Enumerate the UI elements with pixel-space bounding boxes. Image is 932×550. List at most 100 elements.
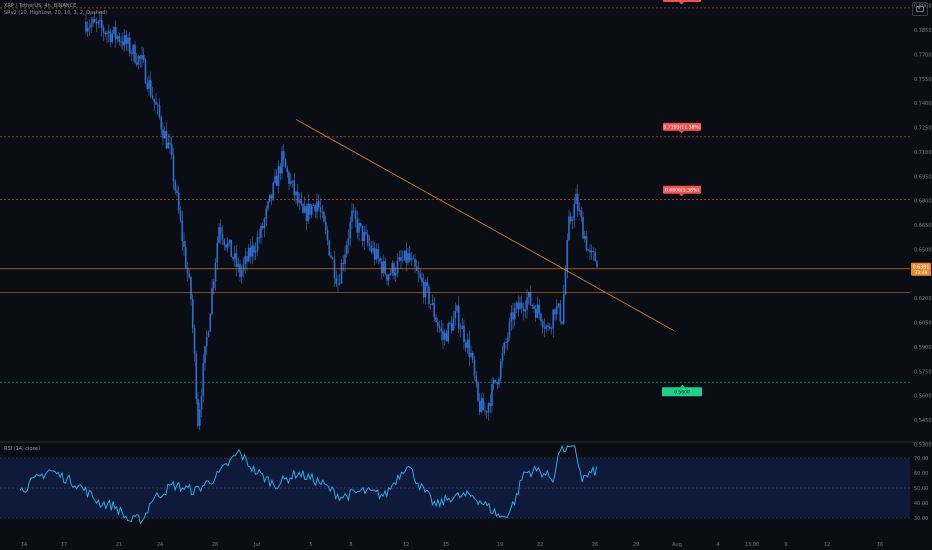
candle-body (564, 271, 567, 295)
price-axis[interactable]: 0.80000.78500.77000.75500.74000.72500.71… (911, 4, 932, 449)
candle-body (85, 21, 87, 32)
candle-body (498, 378, 500, 385)
candle-body (183, 240, 185, 247)
candle-body (174, 181, 177, 191)
candle-body (552, 309, 555, 329)
price-tick-label: 0.7550 (914, 77, 932, 83)
candle-body (401, 260, 404, 261)
time-axis[interactable]: 14 17 21 24 28 Jul 5 8 12 15 19 22 26 29 Aug 4 13:00 9 12 1… (21, 542, 883, 548)
resistance-pointer (679, 1, 684, 5)
time-tick-label: Aug (672, 542, 682, 548)
candle-body (380, 261, 383, 274)
candle-body (151, 95, 154, 99)
candle-body (309, 203, 311, 215)
candle-body (298, 200, 301, 203)
time-tick-label: 28 (212, 542, 218, 548)
candle-body (244, 256, 247, 264)
candle-body (253, 245, 255, 253)
price-tick-label: 0.7400 (914, 101, 932, 107)
candle-body (226, 242, 229, 248)
candle-body (536, 304, 539, 318)
price-tick-label: 0.6950 (914, 174, 932, 180)
candle-body (149, 80, 152, 96)
candle-body (239, 263, 241, 277)
candle-body (251, 245, 254, 257)
indicator-legend[interactable]: SRv2 (10, HighLow, 20, 10, 3, 2, Dashed) (4, 10, 108, 16)
candle-body (505, 341, 507, 343)
main-pane[interactable]: 0.7986(34.55%) 0.7193(11.38%) 0.6806(5.38%… (0, 0, 910, 431)
candle-body (324, 221, 327, 231)
candle-body (358, 222, 360, 233)
candle-body (468, 339, 471, 357)
candle-body (361, 225, 364, 242)
candle-body (99, 20, 101, 22)
rsi-legend[interactable]: RSI (14, close) (4, 446, 41, 452)
time-tick-label: 8 (349, 542, 352, 548)
price-tick-label: 0.5900 (914, 345, 932, 351)
price-tick-label: 0.7250 (914, 126, 932, 132)
candle-body (384, 261, 387, 275)
candle-body (212, 280, 215, 289)
candle-body (550, 328, 553, 329)
candle-body (410, 258, 413, 261)
candle-body (123, 35, 126, 46)
candle-body (144, 60, 147, 84)
time-tick-label: 21 (116, 542, 122, 548)
candle-body (272, 182, 275, 199)
candle-body (555, 305, 558, 315)
candle-body (527, 292, 530, 298)
trendline[interactable] (295, 119, 675, 332)
symbol-legend[interactable]: XRP / TetherUS, 4h, BINANCE (4, 3, 77, 9)
rsi-pane[interactable] (0, 444, 910, 525)
candle-body (548, 326, 551, 329)
candle-body (109, 31, 112, 42)
price-tick-label: 0.6650 (914, 223, 932, 229)
candle-body (554, 309, 556, 315)
candle-body (363, 232, 366, 242)
candle-body (260, 225, 262, 238)
candle-body (158, 105, 161, 118)
candle-body (375, 249, 378, 260)
candle-body (279, 166, 282, 174)
rsi-axis[interactable]: 70.00 60.00 50.00 40.00 30.00 (914, 456, 928, 522)
snapshot-button[interactable] (912, 2, 928, 16)
candle-body (503, 342, 506, 353)
candle-body (218, 227, 220, 243)
candle-body (566, 240, 569, 272)
candle-body (88, 26, 91, 29)
time-tick-label: Jul (253, 542, 260, 548)
candle-body (130, 53, 133, 54)
candle-body (307, 203, 310, 222)
price-tick-label: 0.5600 (914, 394, 932, 400)
time-tick-label: 16 (877, 542, 883, 548)
candle-body (335, 278, 338, 285)
current-price-badge (911, 262, 931, 276)
candle-body (270, 194, 273, 199)
candle-body (305, 206, 308, 222)
candle-body (561, 321, 563, 324)
candle-body (377, 249, 380, 259)
candle-body (540, 313, 542, 322)
candle-body (407, 253, 409, 263)
price-tick-label: 0.6200 (914, 296, 932, 302)
time-tick-label: 14 (21, 542, 27, 548)
candle-body (533, 305, 535, 309)
candle-body (277, 166, 280, 186)
candle-body (186, 267, 189, 274)
candle-body (459, 328, 462, 330)
candle-body (160, 117, 163, 130)
candle-body (316, 201, 318, 212)
time-tick-label: 9 (784, 542, 787, 548)
candle-body (387, 274, 390, 281)
candle-body (400, 257, 402, 261)
candle-body (121, 41, 124, 46)
candle-body (233, 253, 236, 260)
candle-body (184, 246, 187, 268)
candle-body (447, 323, 450, 342)
time-tick-label: 13:00 (745, 542, 759, 548)
time-tick-label: 15 (443, 542, 449, 548)
candle-body (293, 180, 296, 196)
candle-body (172, 155, 175, 182)
candle-body (589, 249, 591, 253)
